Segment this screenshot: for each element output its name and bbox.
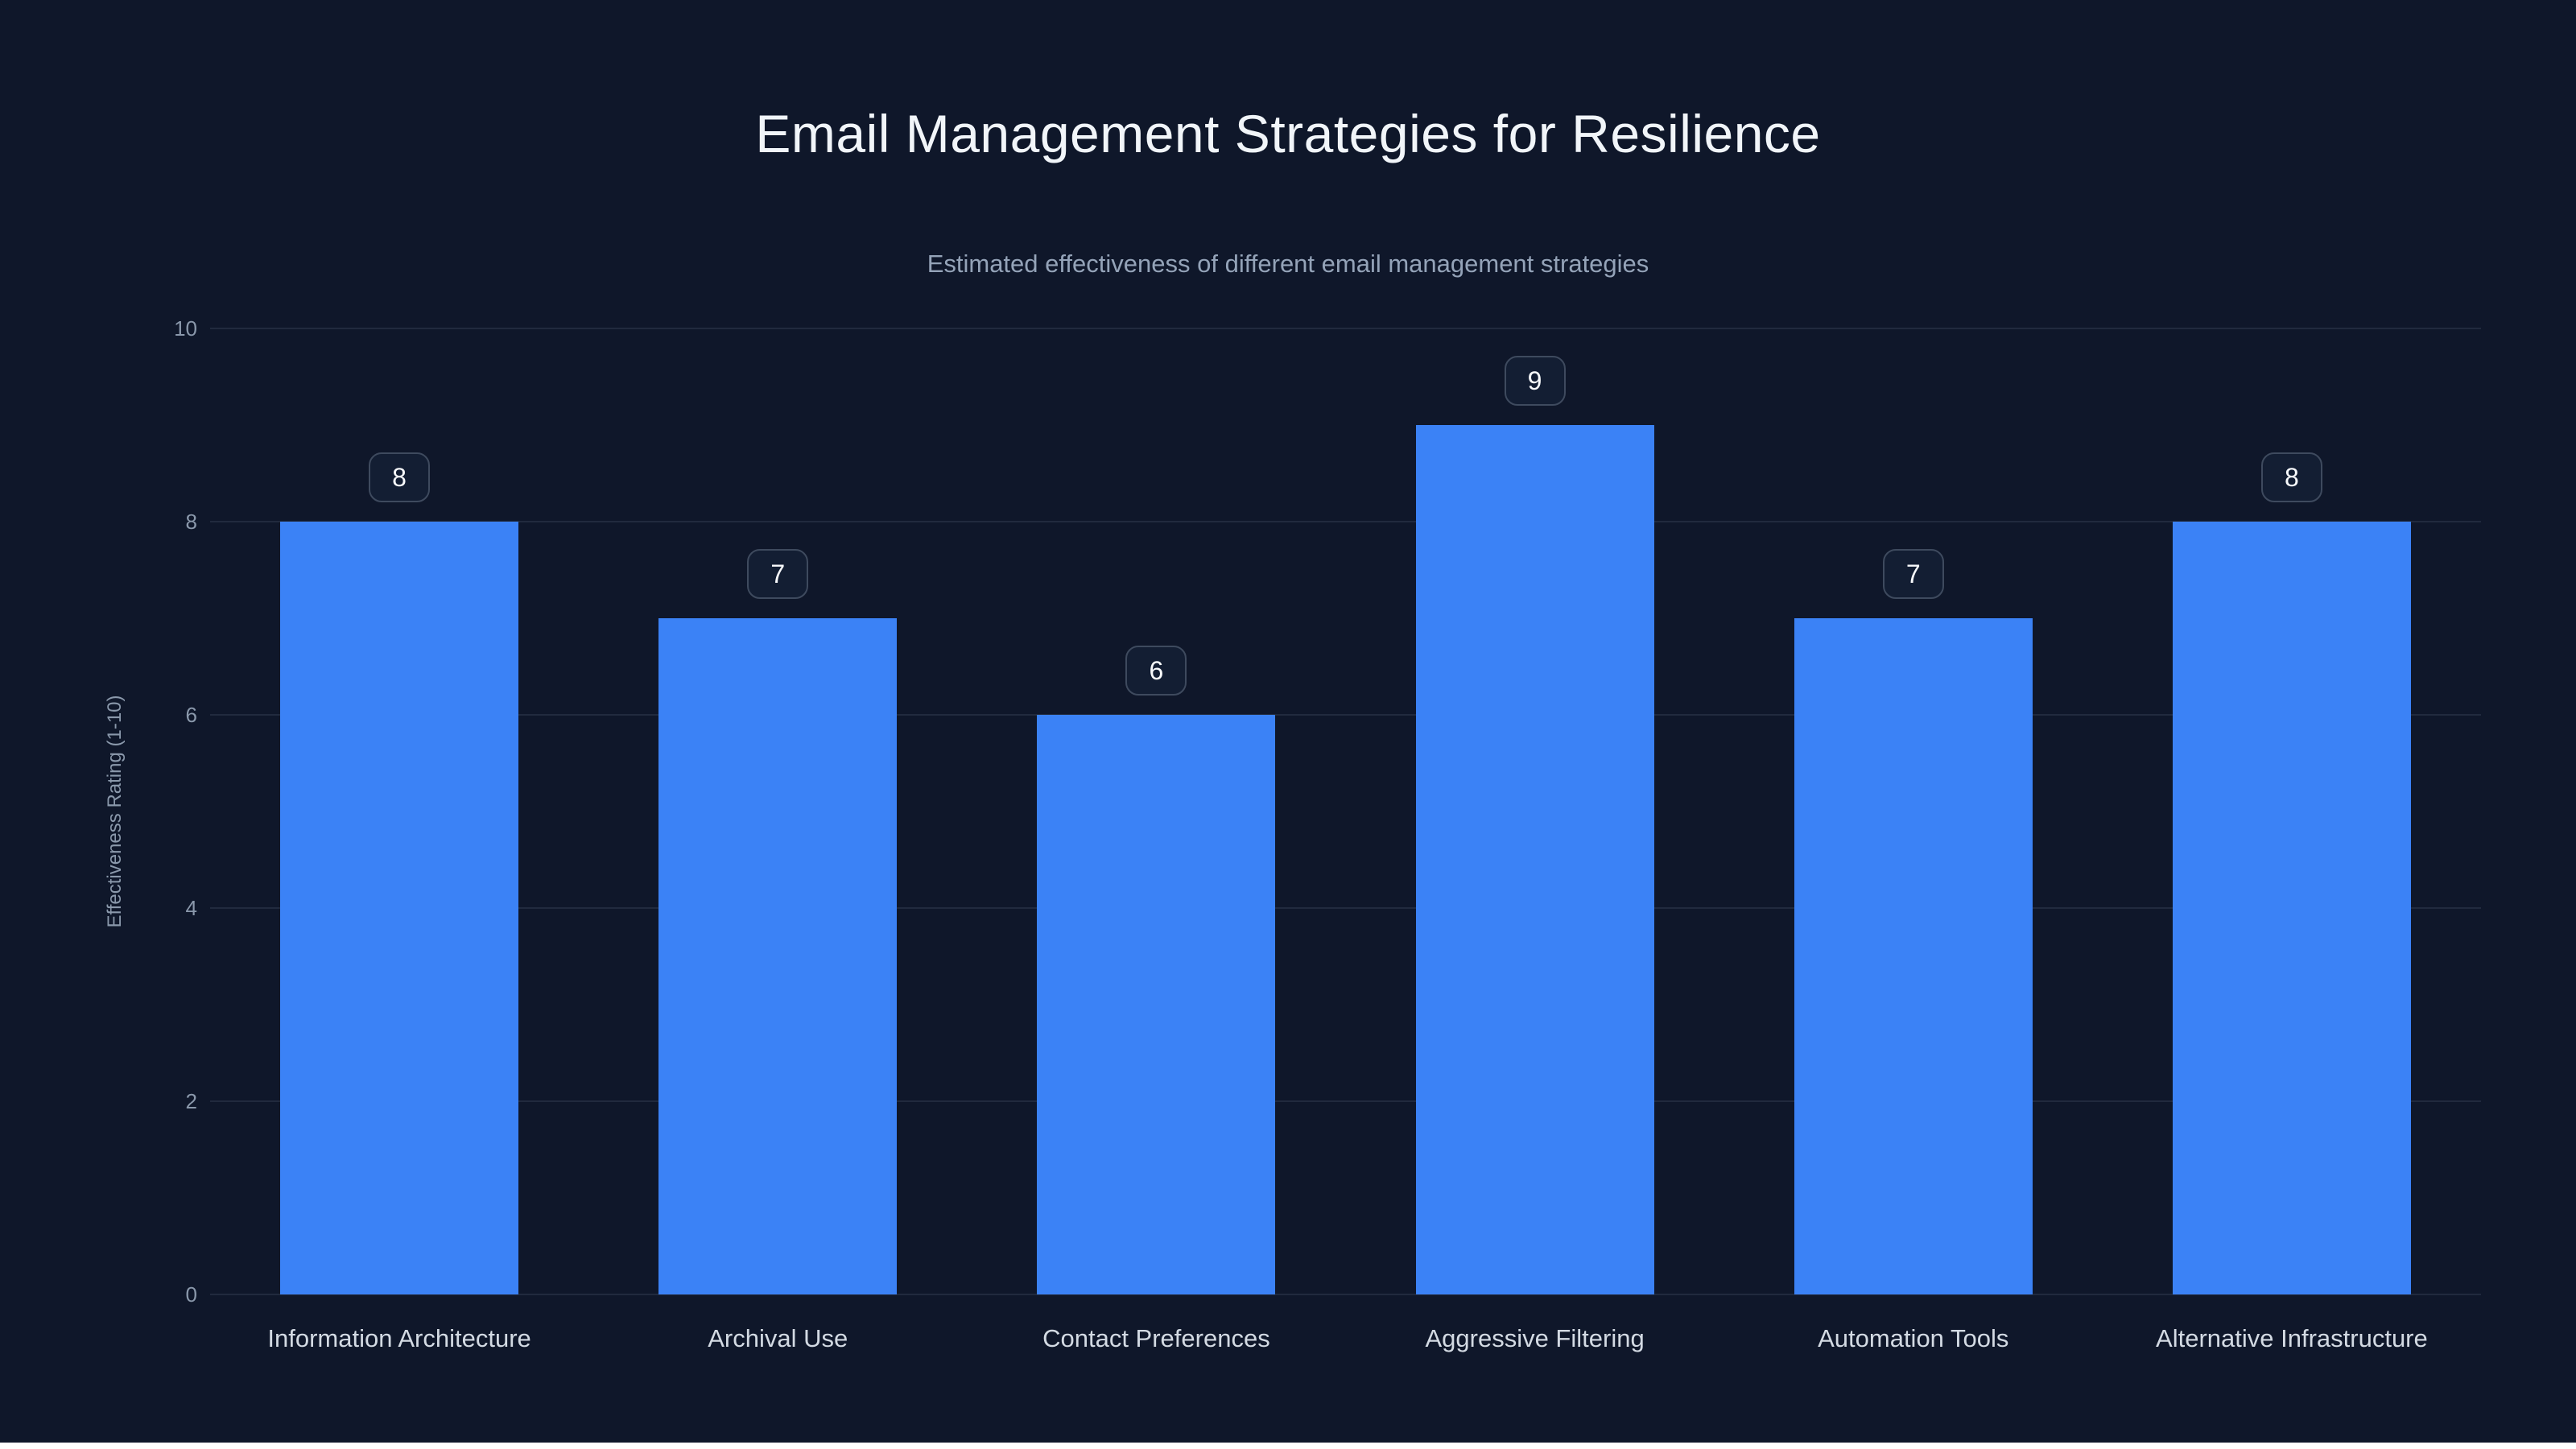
bar-aggressive-filtering[interactable] — [1415, 425, 1654, 1294]
x-label-alternative-infrastructure: Alternative Infrastructure — [2156, 1324, 2428, 1352]
chart-title: Email Management Strategies for Resilien… — [755, 104, 1821, 163]
y-tick-0: 0 — [185, 1282, 197, 1307]
value-badge-contact-preferences: 6 — [1125, 646, 1187, 696]
bar-contact-preferences[interactable] — [1037, 715, 1276, 1294]
x-label-automation-tools: Automation Tools — [1818, 1324, 2009, 1352]
x-label-archival-use: Archival Use — [708, 1324, 848, 1352]
y-tick-8: 8 — [185, 510, 197, 534]
value-badge-automation-tools: 7 — [1882, 549, 1944, 599]
x-label-contact-preferences: Contact Preferences — [1042, 1324, 1270, 1352]
chart-subtitle: Estimated effectiveness of different ema… — [927, 250, 1649, 278]
value-badge-information-architecture: 8 — [369, 452, 431, 502]
bar-automation-tools[interactable] — [1794, 618, 2033, 1294]
bottom-edge — [0, 1443, 2576, 1449]
value-badge-archival-use: 7 — [747, 549, 809, 599]
value-badge-alternative-infrastructure: 8 — [2260, 452, 2322, 502]
gridline-8 — [210, 521, 2481, 522]
gridline-4 — [210, 907, 2481, 909]
bar-alternative-infrastructure[interactable] — [2172, 522, 2411, 1294]
y-axis-label: Effectiveness Rating (1-10) — [104, 695, 126, 928]
y-tick-4: 4 — [185, 896, 197, 920]
gridline-2 — [210, 1100, 2481, 1102]
x-label-information-architecture: Information Architecture — [267, 1324, 531, 1352]
value-badge-aggressive-filtering: 9 — [1504, 356, 1566, 406]
gridline-6 — [210, 714, 2481, 716]
y-tick-10: 10 — [174, 316, 197, 341]
y-tick-6: 6 — [185, 703, 197, 727]
x-label-aggressive-filtering: Aggressive Filtering — [1425, 1324, 1645, 1352]
gridline-0 — [210, 1294, 2481, 1295]
plot-area: 8 7 6 9 7 8 — [210, 328, 2481, 1295]
gridline-10 — [210, 328, 2481, 329]
y-tick-2: 2 — [185, 1089, 197, 1113]
bar-information-architecture[interactable] — [280, 522, 519, 1294]
bar-archival-use[interactable] — [658, 618, 898, 1294]
